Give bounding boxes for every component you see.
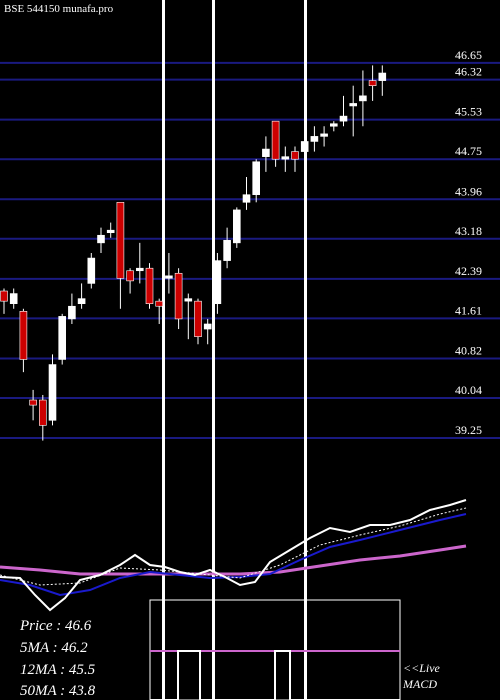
candle-body [19, 311, 28, 360]
candle-body [38, 399, 47, 426]
info-line: 12MA : 45.5 [20, 662, 96, 678]
candle-body [242, 194, 251, 203]
y-tick-label: 39.25 [455, 423, 482, 437]
ma-line-white [0, 499, 467, 612]
macd-pulse [150, 650, 400, 700]
candle-body [87, 257, 96, 284]
candle-body [116, 201, 125, 279]
candle-body [320, 133, 328, 137]
candle-body [194, 300, 202, 337]
candle-body [271, 120, 280, 160]
y-tick-label: 46.65 [455, 48, 482, 62]
candle-body [262, 148, 270, 157]
candle-body [9, 293, 18, 305]
info-line: 5MA : 46.2 [20, 640, 88, 656]
ma-line-pink [0, 544, 467, 576]
candle-body [233, 209, 241, 244]
vertical-marker [304, 0, 307, 700]
candle-body [368, 80, 377, 86]
candle-body [203, 323, 212, 330]
candle-body [281, 156, 290, 160]
candle-body [378, 72, 387, 81]
candle-body [300, 141, 309, 152]
y-tick-label: 40.04 [455, 383, 482, 397]
candle-body [223, 240, 231, 261]
y-tick-label: 46.32 [455, 65, 482, 79]
candle-body [174, 272, 183, 320]
candle-body [126, 270, 134, 282]
info-line: 50MA : 43.8 [20, 683, 96, 699]
candle-body [29, 399, 37, 406]
candle-body [77, 298, 86, 305]
candle-body [329, 123, 338, 127]
candle-body [349, 103, 358, 107]
candle-body [58, 316, 67, 360]
candle-body [165, 275, 173, 279]
candle-body [136, 267, 144, 272]
y-tick-label: 42.39 [455, 264, 482, 278]
macd-label: MACD [402, 677, 437, 691]
candle-body [184, 298, 193, 302]
vertical-marker [162, 0, 165, 700]
candle-body [339, 115, 348, 122]
y-tick-label: 44.75 [455, 144, 482, 158]
candle-body [0, 290, 8, 302]
candle-body [291, 151, 299, 160]
y-tick-label: 45.53 [455, 105, 482, 119]
ma-line-dotted [0, 507, 467, 586]
chart-title: BSE 544150 munafa.pro [4, 3, 114, 15]
y-tick-label: 43.96 [455, 184, 482, 198]
candle-body [106, 229, 115, 234]
candle-body [97, 234, 105, 244]
info-line: Price : 46.6 [19, 618, 92, 634]
y-tick-label: 43.18 [455, 224, 482, 238]
vertical-marker [212, 0, 215, 700]
candle-body [359, 95, 367, 102]
candle-body [145, 267, 154, 305]
candle-body [252, 161, 260, 195]
y-tick-label: 41.61 [455, 303, 482, 317]
macd-label: <<Live [403, 661, 441, 675]
candle-body [48, 364, 57, 421]
candle-body [213, 260, 222, 305]
candle-body [68, 305, 76, 320]
candle-body [310, 136, 319, 142]
y-tick-label: 40.82 [455, 343, 482, 357]
candles [0, 65, 387, 441]
candle-body [155, 300, 163, 307]
